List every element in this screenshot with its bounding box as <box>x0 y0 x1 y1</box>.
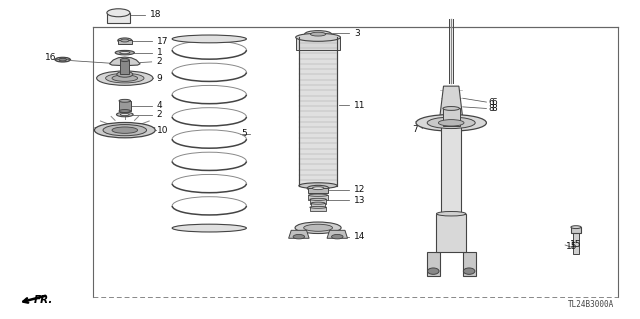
Text: 5: 5 <box>241 129 247 138</box>
Text: 7: 7 <box>412 125 418 134</box>
Ellipse shape <box>172 35 246 43</box>
Ellipse shape <box>172 224 246 232</box>
Bar <box>311 203 325 207</box>
Ellipse shape <box>103 125 147 136</box>
Text: 15: 15 <box>566 242 577 251</box>
Ellipse shape <box>310 206 326 208</box>
Text: 10: 10 <box>157 126 168 135</box>
Ellipse shape <box>308 194 328 196</box>
Ellipse shape <box>120 58 129 62</box>
Polygon shape <box>59 60 67 62</box>
Ellipse shape <box>118 38 132 43</box>
Text: 4: 4 <box>157 101 163 110</box>
Text: 8: 8 <box>492 104 497 113</box>
Ellipse shape <box>310 32 326 36</box>
Ellipse shape <box>312 187 324 189</box>
Ellipse shape <box>95 122 156 138</box>
Bar <box>120 60 129 74</box>
Ellipse shape <box>295 222 341 234</box>
Ellipse shape <box>115 50 134 55</box>
Bar <box>308 188 328 193</box>
Polygon shape <box>54 60 63 62</box>
Ellipse shape <box>416 115 486 131</box>
Text: FR.: FR. <box>34 295 53 305</box>
Polygon shape <box>63 58 71 60</box>
Polygon shape <box>63 60 71 62</box>
Bar <box>107 13 130 23</box>
Text: 8: 8 <box>488 104 494 113</box>
Ellipse shape <box>120 113 129 116</box>
Text: 9: 9 <box>157 74 163 83</box>
Ellipse shape <box>307 185 329 191</box>
Ellipse shape <box>299 33 337 41</box>
Text: 2: 2 <box>157 57 163 66</box>
Bar <box>310 199 326 204</box>
Ellipse shape <box>59 58 67 61</box>
Bar <box>118 40 132 44</box>
Polygon shape <box>463 252 476 276</box>
Ellipse shape <box>436 211 466 216</box>
Ellipse shape <box>119 100 131 102</box>
Text: 15: 15 <box>570 241 582 249</box>
Text: 3: 3 <box>354 29 360 38</box>
Polygon shape <box>440 86 463 118</box>
Ellipse shape <box>311 202 325 204</box>
Text: 11: 11 <box>354 101 365 110</box>
Bar <box>573 233 579 254</box>
Polygon shape <box>109 57 140 66</box>
Text: 2: 2 <box>157 110 163 119</box>
Text: TL24B3000A: TL24B3000A <box>568 300 614 309</box>
Ellipse shape <box>112 127 138 133</box>
Ellipse shape <box>428 117 475 129</box>
Bar <box>443 108 460 126</box>
Ellipse shape <box>299 183 337 189</box>
Ellipse shape <box>119 110 131 113</box>
Ellipse shape <box>438 120 464 126</box>
Ellipse shape <box>120 52 130 54</box>
Ellipse shape <box>107 9 130 17</box>
Ellipse shape <box>112 75 138 81</box>
Text: 12: 12 <box>354 185 365 194</box>
Text: 6: 6 <box>492 98 497 107</box>
Text: 16: 16 <box>45 53 56 62</box>
Ellipse shape <box>116 112 133 117</box>
Bar <box>119 101 131 111</box>
Ellipse shape <box>121 39 129 42</box>
Ellipse shape <box>304 224 333 231</box>
Bar <box>571 227 581 233</box>
Ellipse shape <box>97 71 153 85</box>
Text: 1: 1 <box>157 48 163 57</box>
Ellipse shape <box>310 198 326 200</box>
Ellipse shape <box>332 234 343 239</box>
Bar <box>296 37 340 50</box>
Ellipse shape <box>571 226 581 228</box>
Ellipse shape <box>428 268 439 274</box>
Ellipse shape <box>463 268 475 274</box>
Polygon shape <box>427 252 440 276</box>
Ellipse shape <box>293 234 305 239</box>
Text: 13: 13 <box>354 196 365 204</box>
Ellipse shape <box>117 71 133 77</box>
Bar <box>299 37 337 186</box>
Bar <box>441 124 461 214</box>
Ellipse shape <box>106 73 144 83</box>
Ellipse shape <box>305 31 332 38</box>
Text: 6: 6 <box>488 98 494 107</box>
Bar <box>310 207 326 211</box>
Polygon shape <box>59 58 67 60</box>
Polygon shape <box>289 230 309 238</box>
Bar <box>436 214 466 252</box>
Bar <box>308 195 328 200</box>
Text: 18: 18 <box>150 11 162 19</box>
Ellipse shape <box>443 107 460 110</box>
Polygon shape <box>54 58 63 60</box>
Text: 17: 17 <box>157 37 168 46</box>
Polygon shape <box>327 230 348 238</box>
Text: 14: 14 <box>354 232 365 241</box>
Ellipse shape <box>296 33 340 41</box>
